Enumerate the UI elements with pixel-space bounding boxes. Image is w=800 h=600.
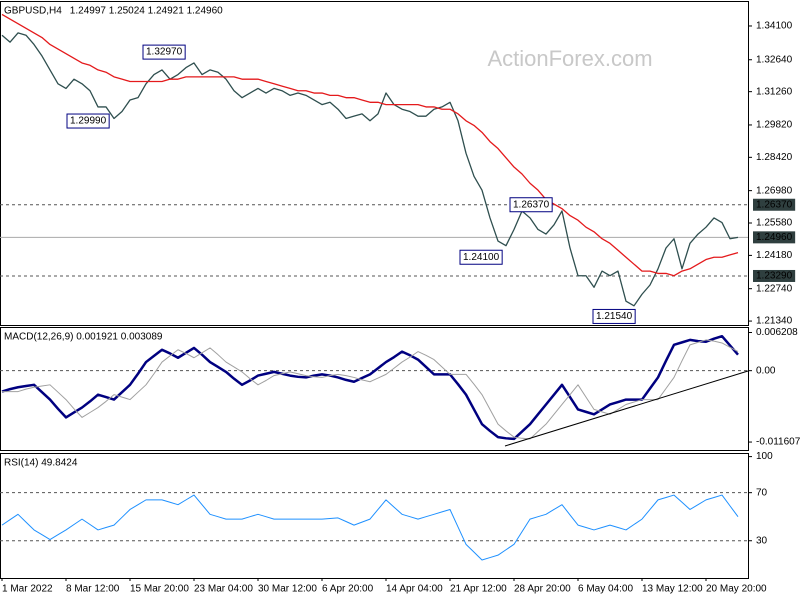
y-tick-label: -0.011607 (756, 437, 800, 448)
panel-subtitle: 1.24997 1.25024 1.24921 1.24960 (70, 6, 223, 17)
level-label: 1.26370 (756, 199, 793, 210)
x-tick-label: 28 Apr 20:00 (514, 584, 571, 595)
price-annotation-box (509, 197, 553, 213)
panel-frame (0, 327, 749, 451)
price-annotation: 1.24100 (463, 252, 500, 263)
price-annotation-box (66, 113, 110, 129)
series-line (1, 32, 739, 307)
y-tick-label: 1.32640 (756, 54, 793, 65)
series-line (1, 13, 739, 277)
x-tick-label: 30 Mar 12:00 (258, 584, 317, 595)
watermark: ActionForex.com (487, 46, 652, 71)
panel-title: RSI(14) 49.8424 (4, 458, 78, 469)
series-line (2, 339, 739, 440)
panel-frame (0, 1, 749, 326)
series-line (1, 494, 739, 561)
level-label-box (753, 269, 796, 282)
y-tick-label: 30 (756, 535, 768, 546)
price-annotation: 1.26370 (513, 199, 550, 210)
macd-trendline (504, 370, 749, 447)
y-tick-label: 1.22740 (756, 283, 793, 294)
y-tick-label: 0.006208 (756, 327, 798, 338)
y-tick-label: 1.28420 (756, 152, 793, 163)
y-tick-label: 1.21340 (756, 316, 793, 327)
y-tick-label: 1.31260 (756, 86, 793, 97)
level-label-box (753, 231, 796, 244)
y-tick-label: 0.00 (756, 365, 776, 376)
price-annotation: 1.21540 (596, 311, 633, 322)
y-tick-label: 1.25580 (756, 218, 793, 229)
y-tick-label: 1.29820 (756, 120, 793, 131)
price-annotation-box (592, 308, 636, 324)
level-label: 1.24960 (756, 232, 793, 243)
x-tick-label: 23 Mar 04:00 (194, 584, 253, 595)
x-tick-label: 8 Mar 12:00 (66, 584, 120, 595)
x-tick-label: 15 Mar 20:00 (130, 584, 189, 595)
level-label: 1.23290 (756, 271, 793, 282)
x-tick-label: 21 Apr 12:00 (450, 584, 507, 595)
panel-title: GBPUSD,H4 (4, 6, 62, 17)
panel-title: MACD(12,26,9) 0.001921 0.003089 (4, 332, 163, 343)
x-tick-label: 1 Mar 2022 (2, 584, 53, 595)
panel-frame (0, 453, 749, 579)
price-annotation-box (142, 44, 186, 60)
y-tick-label: 70 (756, 487, 768, 498)
x-tick-label: 14 Apr 04:00 (386, 584, 443, 595)
x-tick-label: 13 May 12:00 (642, 584, 703, 595)
x-tick-label: 6 Apr 20:00 (322, 584, 374, 595)
y-tick-label: 100 (756, 451, 773, 462)
price-annotation: 1.32970 (146, 47, 183, 58)
price-annotation-box (459, 249, 503, 265)
y-tick-label: 1.34100 (756, 21, 793, 32)
y-tick-label: 1.24180 (756, 250, 793, 261)
series-line (1, 334, 739, 441)
x-tick-label: 20 May 20:00 (706, 584, 767, 595)
y-tick-label: 1.26980 (756, 185, 793, 196)
level-label-box (753, 198, 796, 211)
price-annotation: 1.29990 (70, 116, 107, 127)
x-tick-label: 6 May 04:00 (578, 584, 633, 595)
